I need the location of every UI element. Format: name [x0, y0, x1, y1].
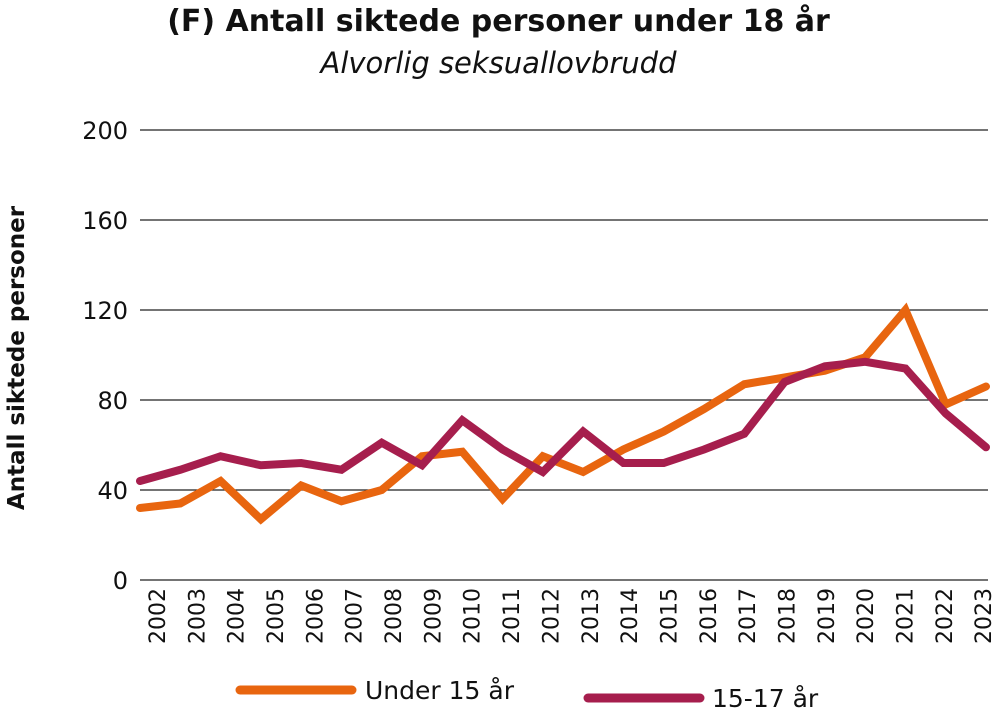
series-line [136, 357, 990, 485]
x-tick-label: 2019 [815, 588, 840, 644]
x-tick-label: 2020 [854, 588, 879, 644]
legend-label: 15-17 år [712, 684, 819, 713]
x-tick-label: 2008 [382, 588, 407, 644]
x-tick-label: 2023 [972, 588, 997, 644]
x-tick-label: 2011 [500, 588, 525, 644]
y-tick-label: 200 [82, 117, 128, 145]
x-tick-label: 2014 [618, 588, 643, 644]
x-tick-label: 2003 [185, 588, 210, 644]
x-tick-label: 2006 [303, 588, 328, 644]
x-tick-label: 2002 [146, 588, 171, 644]
chart-subtitle: Alvorlig seksuallovbrudd [320, 46, 677, 80]
y-tick-label: 160 [82, 207, 128, 235]
x-tick-label: 2017 [736, 588, 761, 644]
x-tick-label: 2016 [697, 588, 722, 644]
y-tick-label: 40 [97, 477, 128, 505]
x-tick-label: 2013 [579, 588, 604, 644]
chart-title: (F) Antall siktede personer under 18 år [167, 4, 830, 39]
y-tick-label: 80 [97, 387, 128, 415]
x-tick-label: 2015 [657, 588, 682, 644]
x-tick-label: 2021 [894, 588, 919, 644]
x-tick-label: 2010 [461, 588, 486, 644]
y-axis-label: Antall siktede personer [4, 205, 30, 510]
y-tick-label: 0 [113, 567, 128, 595]
y-tick-label: 120 [82, 297, 128, 325]
legend-label: Under 15 år [365, 676, 515, 705]
series-line [136, 302, 990, 525]
x-tick-label: 2012 [539, 588, 564, 644]
x-tick-label: 2022 [933, 588, 958, 644]
x-tick-label: 2004 [225, 588, 250, 644]
x-tick-label: 2009 [421, 588, 446, 644]
x-tick-label: 2005 [264, 588, 289, 644]
x-tick-label: 2007 [343, 588, 368, 644]
x-tick-label: 2018 [775, 588, 800, 644]
